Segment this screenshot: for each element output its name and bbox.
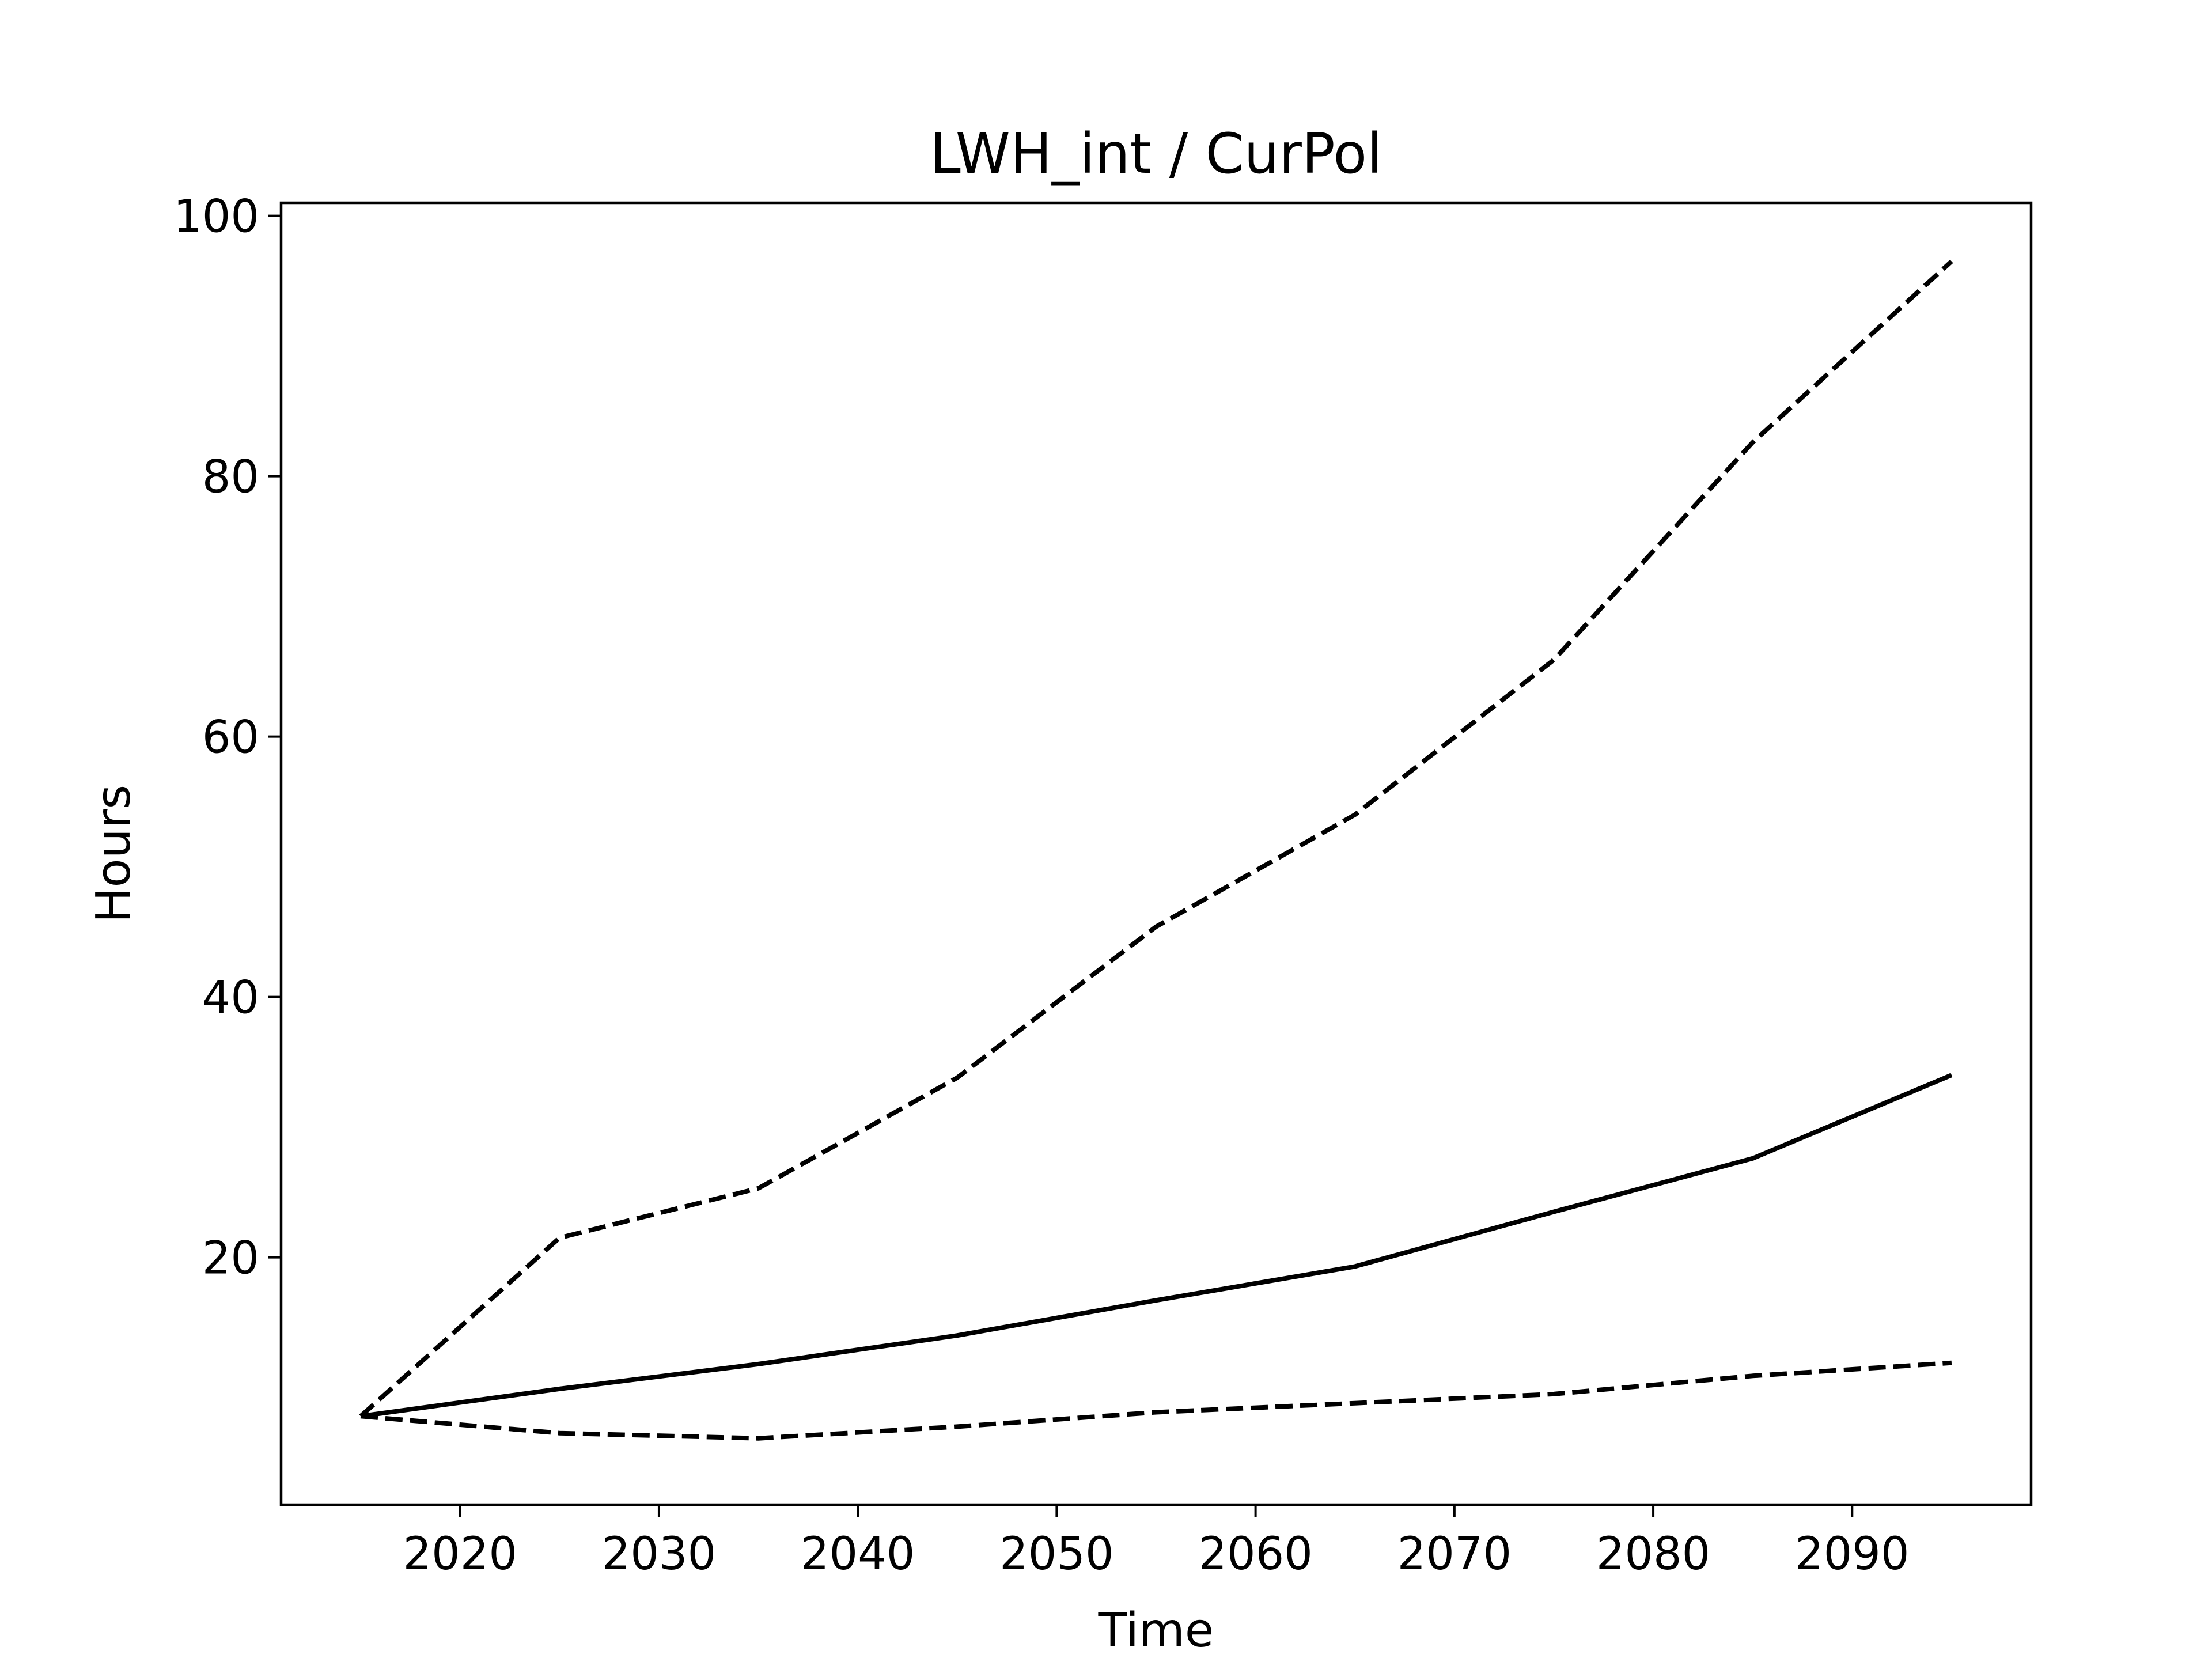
x-tick-label: 2080 — [1596, 1528, 1711, 1580]
y-tick-label: 40 — [202, 972, 259, 1024]
y-tick-label: 80 — [202, 452, 259, 503]
series-line-2-dashed — [359, 259, 1953, 1418]
y-tick-label: 100 — [173, 191, 259, 243]
y-axis-label: Hours — [86, 785, 141, 923]
chart-title: LWH_int / CurPol — [930, 122, 1382, 186]
series-lines — [359, 259, 1953, 1441]
y-tick-label: 20 — [202, 1233, 259, 1285]
plot-area-frame — [279, 201, 2033, 1506]
x-axis-label: Time — [1098, 1603, 1214, 1658]
x-axis-ticks: 2020 2030 2040 2050 2060 2070 2080 2090 — [403, 1505, 1910, 1580]
x-tick-label: 2020 — [403, 1528, 517, 1580]
x-tick-label: 2060 — [1198, 1528, 1313, 1580]
x-tick-label: 2030 — [602, 1528, 717, 1580]
y-axis-ticks: 20 40 60 80 100 — [173, 191, 281, 1285]
series-line-3-dashed — [360, 1360, 1952, 1441]
y-tick-label: 60 — [202, 712, 259, 764]
x-tick-label: 2090 — [1795, 1528, 1910, 1580]
x-tick-label: 2070 — [1397, 1528, 1512, 1580]
series-line-1-solid — [360, 1073, 1953, 1419]
x-tick-label: 2050 — [999, 1528, 1114, 1580]
x-tick-label: 2040 — [801, 1528, 915, 1580]
